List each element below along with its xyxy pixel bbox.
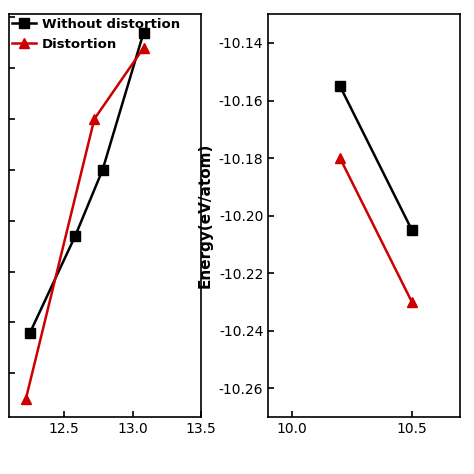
Distortion	[141, 45, 146, 51]
Distortion	[91, 116, 97, 122]
Without distortion	[337, 83, 343, 89]
Line: Without distortion: Without distortion	[335, 82, 417, 235]
Distortion	[23, 396, 29, 401]
Distortion	[337, 155, 343, 161]
Line: Distortion: Distortion	[21, 43, 148, 404]
Distortion	[409, 299, 415, 305]
Y-axis label: Energy(eV/atom): Energy(eV/atom)	[198, 143, 213, 288]
Line: Distortion: Distortion	[335, 153, 417, 307]
Without distortion	[73, 233, 78, 239]
Without distortion	[27, 330, 33, 336]
Without distortion	[100, 167, 105, 173]
Legend: Without distortion, Distortion: Without distortion, Distortion	[7, 13, 185, 56]
Line: Without distortion: Without distortion	[25, 27, 148, 337]
Without distortion	[409, 227, 415, 233]
Without distortion	[141, 30, 146, 36]
